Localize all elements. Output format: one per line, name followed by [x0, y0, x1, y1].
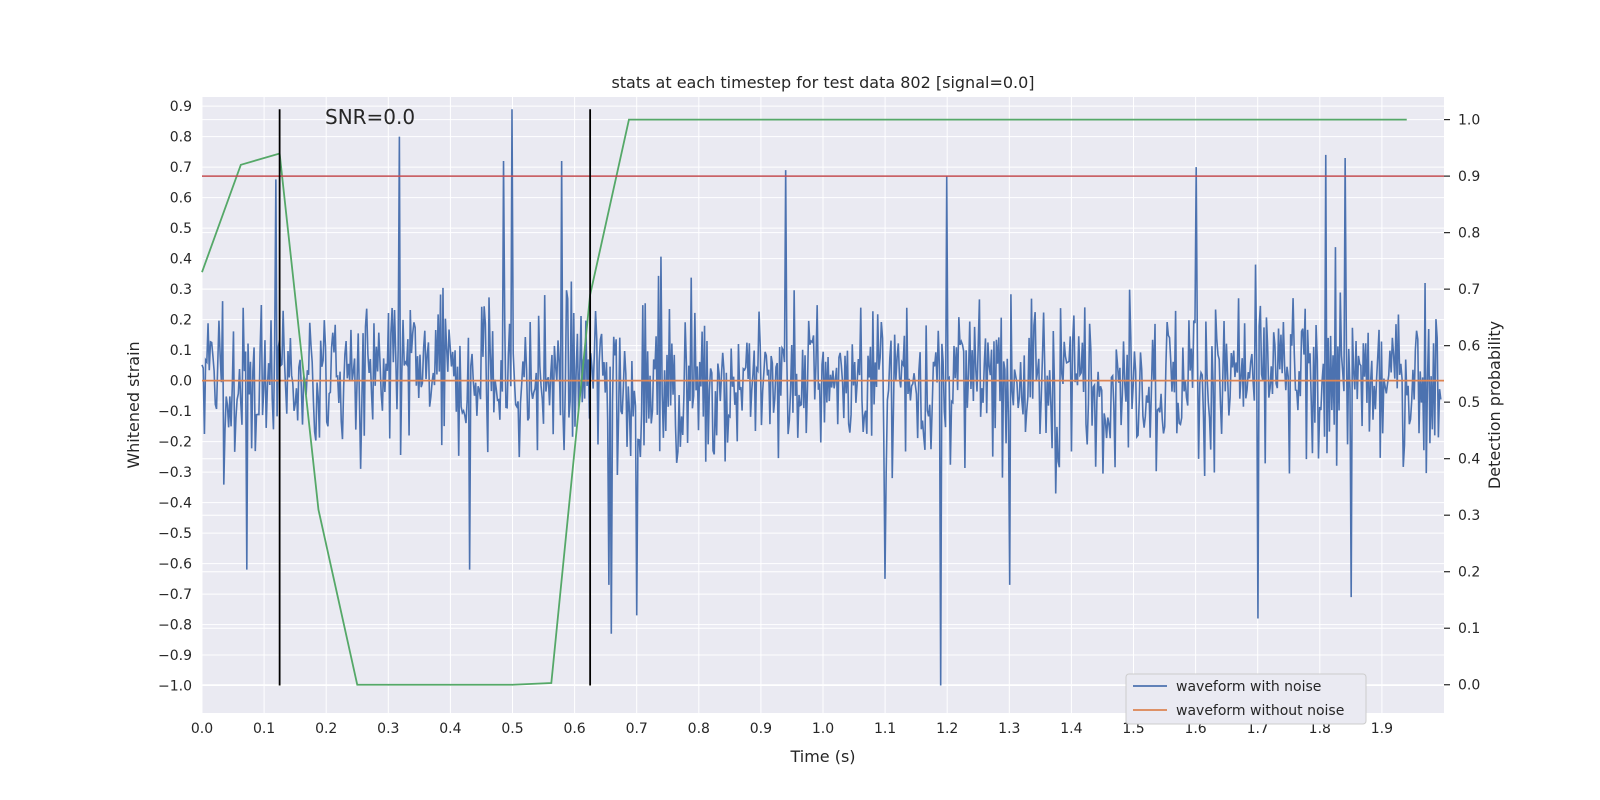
y2-tick-label: 0.5 — [1458, 395, 1480, 411]
y2-tick-label: 1.0 — [1458, 113, 1480, 129]
x-tick-label: 0.9 — [750, 721, 772, 737]
y2-tick-label: 0.3 — [1458, 508, 1480, 524]
x-axis-ticks: 0.0 0.1 0.2 0.3 0.4 0.5 0.6 0.7 0.8 0.9 1.0 1.1 1.2 1… — [191, 721, 1393, 737]
x-tick-label: 0.0 — [191, 721, 213, 737]
y-tick-label: −0.7 — [158, 587, 192, 603]
x-tick-label: 0.6 — [563, 721, 585, 737]
y-tick-label: −0.4 — [158, 496, 192, 512]
y-tick-label: 0.0 — [170, 374, 192, 390]
x-tick-label: 1.5 — [1122, 721, 1144, 737]
x-tick-label: 0.8 — [688, 721, 710, 737]
y2-tick-label: 0.2 — [1458, 565, 1480, 581]
x-tick-label: 0.3 — [377, 721, 399, 737]
y-tick-label: 0.7 — [170, 160, 192, 176]
legend: waveform with noise waveform without noi… — [1125, 673, 1367, 725]
x-tick-label: 1.8 — [1309, 721, 1331, 737]
marker-lines — [278, 109, 592, 686]
chart-title: stats at each timestep for test data 802… — [611, 73, 1034, 92]
detection-probability-series — [201, 118, 1407, 686]
x-tick-label: 0.1 — [253, 721, 275, 737]
x-tick-label: 0.2 — [315, 721, 337, 737]
x-tick-label: 1.4 — [1060, 721, 1082, 737]
y2-tick-label: 0.7 — [1458, 282, 1480, 298]
y2-tick-label: 0.8 — [1458, 226, 1480, 242]
y-tick-label: 0.1 — [170, 343, 192, 359]
x-tick-label: 1.6 — [1184, 721, 1206, 737]
x-tick-label: 0.4 — [439, 721, 461, 737]
x-tick-label: 1.2 — [936, 721, 958, 737]
y2-tick-label: 0.1 — [1458, 621, 1480, 637]
y-tick-label: −0.5 — [158, 526, 192, 542]
y-tick-label: −0.9 — [158, 648, 192, 664]
y2-axis-label: Detection probability — [1485, 321, 1504, 489]
detection-probability-line — [201, 118, 1407, 686]
legend-label-clean: waveform without noise — [1176, 703, 1344, 719]
y-tick-label: 0.5 — [170, 221, 192, 237]
x-tick-label: 1.1 — [874, 721, 896, 737]
x-tick-label: 1.0 — [812, 721, 834, 737]
snr-annotation: SNR=0.0 — [325, 105, 415, 129]
x-tick-label: 1.7 — [1247, 721, 1269, 737]
legend-box — [1125, 673, 1367, 725]
y-tick-label: 0.2 — [170, 313, 192, 329]
y-tick-label: 0.4 — [170, 252, 192, 268]
y-tick-label: −0.2 — [158, 435, 192, 451]
x-tick-label: 1.9 — [1371, 721, 1393, 737]
x-tick-label: 1.3 — [998, 721, 1020, 737]
waveform-with-noise-line — [201, 109, 1442, 686]
right-y-axis-ticks: 1.0 0.9 0.8 0.7 0.6 0.5 0.4 0.3 0.2 0.1 0.0 — [1444, 113, 1480, 694]
y-tick-label: −0.1 — [158, 404, 192, 420]
y-tick-label: 0.3 — [170, 282, 192, 298]
left-y-axis-ticks: 0.9 0.8 0.7 0.6 0.5 0.4 0.3 0.2 0.1 0.0 −0.1 −0.2 −0… — [158, 99, 192, 694]
waveform-with-noise-series — [201, 109, 1442, 686]
y-tick-label: −1.0 — [158, 679, 192, 695]
y-tick-label: −0.3 — [158, 465, 192, 481]
legend-label-noise: waveform with noise — [1176, 679, 1321, 695]
y-tick-label: −0.6 — [158, 557, 192, 573]
y-tick-label: 0.6 — [170, 191, 192, 207]
y-tick-label: −0.8 — [158, 618, 192, 634]
y2-tick-label: 0.4 — [1458, 452, 1480, 468]
x-tick-label: 0.7 — [626, 721, 648, 737]
y-tick-label: 0.9 — [170, 99, 192, 115]
y2-tick-label: 0.9 — [1458, 169, 1480, 185]
x-axis-label: Time (s) — [789, 747, 855, 766]
y-axis-label: Whitened strain — [124, 341, 143, 468]
y2-tick-label: 0.0 — [1458, 678, 1480, 694]
y2-tick-label: 0.6 — [1458, 339, 1480, 355]
x-tick-label: 0.5 — [501, 721, 523, 737]
y-tick-label: 0.8 — [170, 130, 192, 146]
